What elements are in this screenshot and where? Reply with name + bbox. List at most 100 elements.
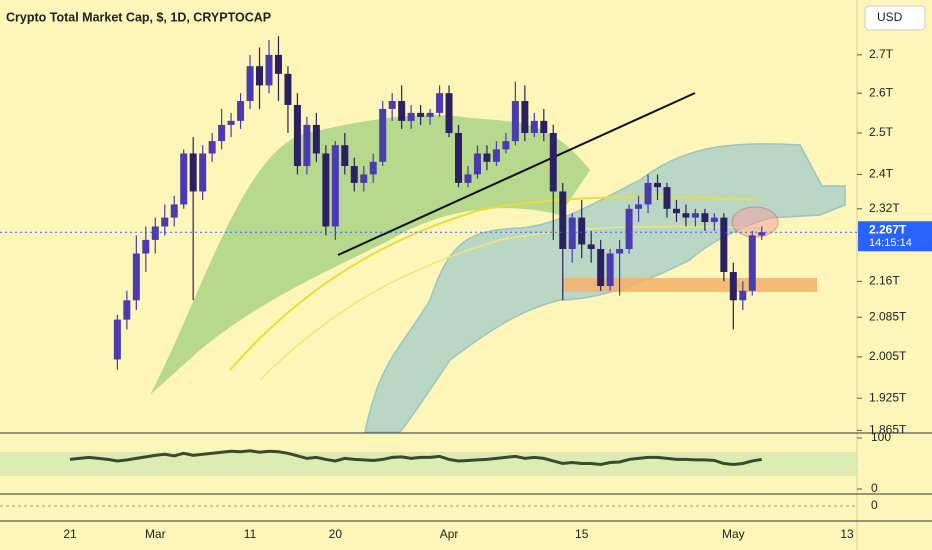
candle-body bbox=[606, 253, 614, 287]
candle-body bbox=[350, 165, 358, 183]
candle-body bbox=[672, 208, 680, 214]
candle-body bbox=[312, 124, 320, 154]
candle-body bbox=[331, 145, 339, 227]
candle-body bbox=[644, 182, 652, 205]
candle-body bbox=[161, 217, 169, 227]
candle-body bbox=[341, 145, 349, 166]
candle-body bbox=[616, 248, 624, 254]
candle-body bbox=[654, 182, 662, 188]
candle-body bbox=[417, 112, 425, 117]
candle-body bbox=[587, 244, 595, 249]
candle-body bbox=[369, 161, 377, 175]
y-tick-label: 1.865T bbox=[869, 423, 907, 437]
candle-body bbox=[758, 232, 766, 236]
y-tick-label: 2.005T bbox=[869, 349, 907, 363]
y-tick-label: 100 bbox=[871, 430, 891, 444]
last-price-box bbox=[858, 221, 932, 252]
candle-body bbox=[710, 217, 718, 223]
candle-body bbox=[256, 66, 264, 86]
candle-body bbox=[199, 153, 207, 192]
candle-body bbox=[398, 101, 406, 121]
y-tick-label: 2.32T bbox=[869, 201, 900, 215]
candle-body bbox=[246, 66, 254, 102]
y-tick-label: 2.7T bbox=[869, 47, 894, 61]
candle-body bbox=[237, 101, 245, 121]
band-yellow-2 bbox=[259, 225, 761, 381]
candle-body bbox=[455, 132, 463, 183]
x-tick-label: Apr bbox=[440, 527, 459, 541]
candle-body bbox=[113, 319, 121, 360]
candle-body bbox=[208, 141, 216, 154]
candle-body bbox=[701, 213, 709, 223]
band-yellow bbox=[229, 196, 761, 371]
candle-body bbox=[530, 120, 538, 133]
candle-body bbox=[540, 120, 548, 133]
candle-body bbox=[303, 124, 311, 166]
x-tick-label: 15 bbox=[575, 527, 589, 541]
candle-body bbox=[597, 248, 605, 287]
candle-body bbox=[132, 253, 140, 301]
candle-body bbox=[189, 153, 197, 192]
y-tick-label: 1.925T bbox=[869, 390, 907, 404]
y-tick-label: 2.16T bbox=[869, 274, 900, 288]
candle-body bbox=[691, 213, 699, 218]
candle-body bbox=[445, 93, 453, 133]
candle-body bbox=[578, 217, 586, 245]
candle-body bbox=[284, 73, 292, 105]
candle-body bbox=[511, 101, 519, 142]
candle-body bbox=[559, 191, 567, 249]
candle-body bbox=[360, 174, 368, 183]
oscillator-line bbox=[69, 449, 762, 467]
candle-body bbox=[473, 153, 481, 175]
candle-body bbox=[682, 213, 690, 218]
candle-body bbox=[663, 187, 671, 209]
y-tick-label: 2.4T bbox=[869, 167, 894, 181]
candle-body bbox=[502, 141, 510, 150]
candle-body bbox=[151, 226, 159, 240]
candle-body bbox=[388, 101, 396, 109]
candle-body bbox=[123, 300, 131, 320]
candle-body bbox=[218, 124, 226, 142]
x-tick-label: 13 bbox=[840, 527, 854, 541]
countdown: 14:15:14 bbox=[869, 237, 912, 249]
candle-body bbox=[729, 271, 737, 301]
candle-body bbox=[521, 101, 529, 133]
candle-body bbox=[265, 54, 273, 86]
y-tick-label: 2.6T bbox=[869, 85, 894, 99]
candle-body bbox=[464, 174, 472, 183]
candle-body bbox=[739, 290, 747, 301]
candle-body bbox=[180, 153, 188, 205]
candle-body bbox=[322, 153, 330, 227]
candle-body bbox=[426, 112, 434, 117]
y-tick-label: 0 bbox=[871, 481, 878, 495]
x-tick-label: 21 bbox=[63, 527, 77, 541]
x-tick-label: 11 bbox=[244, 527, 257, 541]
x-tick-label: 20 bbox=[329, 527, 343, 541]
y-tick-label: 2.5T bbox=[869, 125, 894, 139]
y-tick-label: 2.085T bbox=[869, 309, 907, 323]
currency-box[interactable] bbox=[864, 5, 926, 31]
candle-body bbox=[293, 104, 301, 166]
last-price-label: 2.267T bbox=[869, 222, 907, 236]
candle-body bbox=[407, 112, 415, 121]
currency[interactable]: USD bbox=[877, 10, 903, 24]
trend-line bbox=[337, 92, 696, 256]
candle-body bbox=[568, 217, 576, 249]
candle-body bbox=[549, 132, 557, 192]
candle-body bbox=[170, 204, 178, 218]
candle-body bbox=[436, 93, 444, 113]
x-tick-label: May bbox=[722, 527, 745, 541]
candle-body bbox=[492, 149, 500, 162]
chart-title: Crypto Total Market Cap, $, 1D, CRYPTOCA… bbox=[6, 10, 271, 24]
candle-body bbox=[720, 217, 728, 272]
y-tick-label: 0 bbox=[871, 498, 878, 512]
candle-body bbox=[625, 208, 633, 249]
candle-body bbox=[748, 235, 756, 291]
x-tick-label: Mar bbox=[145, 527, 166, 541]
candle-body bbox=[274, 54, 282, 74]
candle-body bbox=[227, 120, 235, 125]
candle-body bbox=[635, 204, 643, 209]
cloud-green bbox=[150, 115, 590, 395]
candle-body bbox=[483, 153, 491, 162]
